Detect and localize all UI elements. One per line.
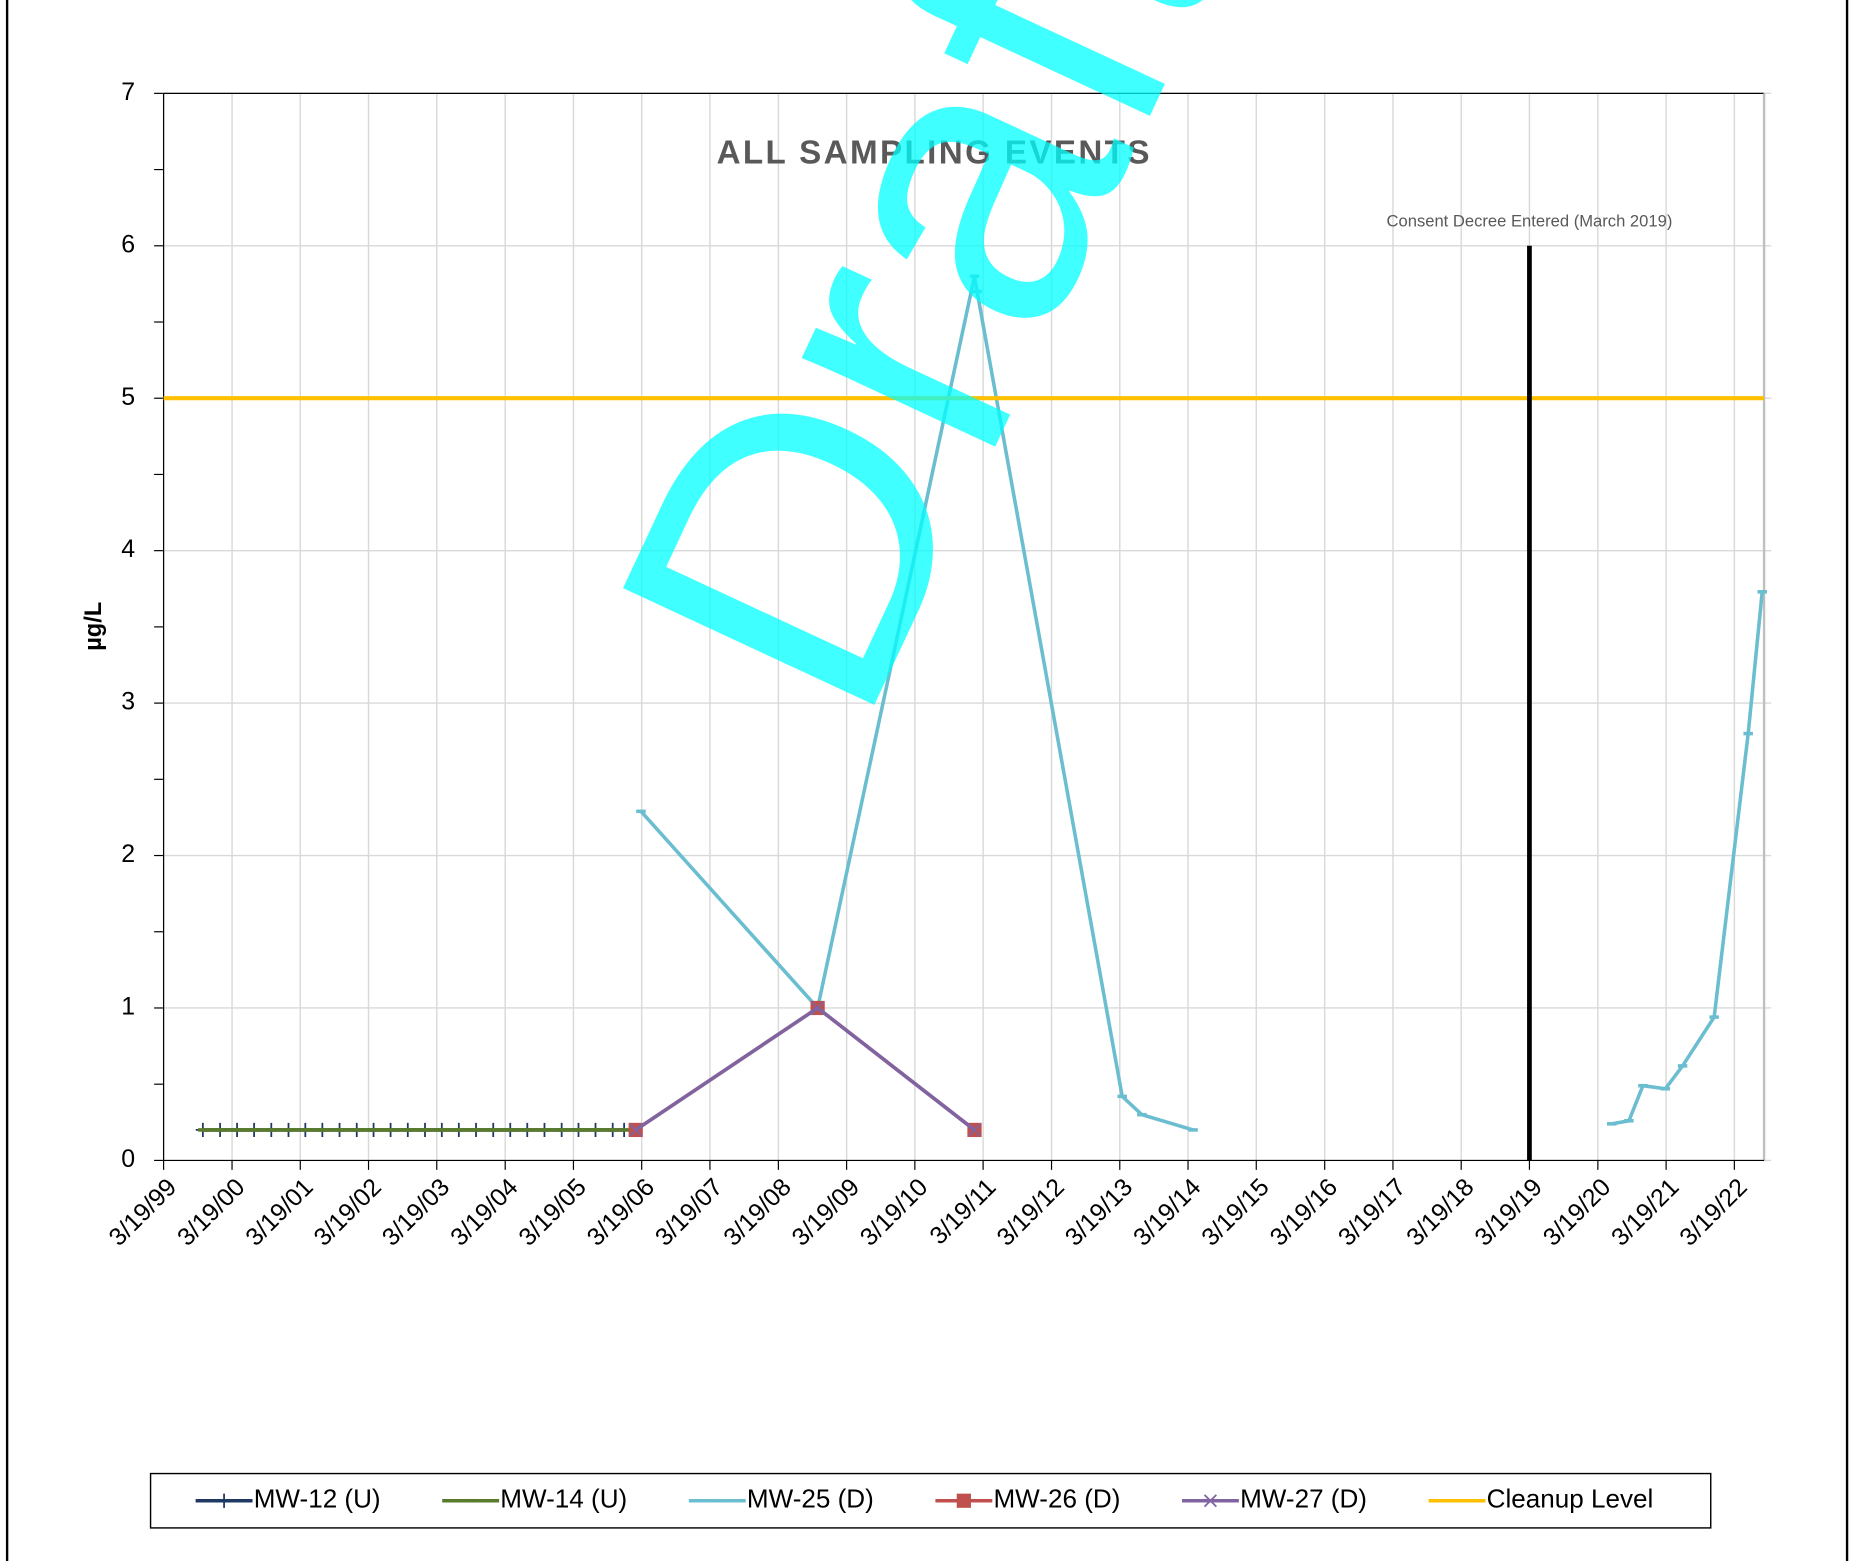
annotation-label: Consent Decree Entered (March 2019) (1387, 212, 1673, 231)
y-tick-label: 5 (121, 384, 135, 411)
data-point (967, 1123, 982, 1137)
plot: Consent Decree Entered (March 2019) (163, 212, 1767, 1161)
legend-label: MW-12 (U) (254, 1484, 381, 1514)
y-tick-label: 4 (121, 536, 135, 563)
legend-label: Cleanup Level (1487, 1484, 1654, 1514)
y-tick-label: 6 (121, 231, 135, 258)
chart-title: ALL SAMPLING EVENTS (717, 135, 1152, 172)
legend-label: MW-14 (U) (500, 1484, 627, 1514)
y-tick-label: 0 (121, 1146, 135, 1173)
legend-label: MW-26 (D) (993, 1484, 1120, 1514)
data-point (811, 1001, 825, 1015)
y-axis-label: µg/L (81, 602, 107, 651)
y-tick-label: 1 (121, 994, 135, 1021)
legend-marker (216, 1493, 232, 1508)
data-point (629, 1123, 643, 1137)
legend-items: MW-12 (U) MW-14 (U) MW-25 (D) MW-26 (D) MW-2… (195, 1484, 1654, 1514)
marker (811, 1001, 825, 1015)
legend-marker (956, 1493, 971, 1508)
legend-label: MW-27 (D) (1240, 1484, 1367, 1514)
frame (5, 0, 1849, 1561)
marker (629, 1123, 643, 1137)
y-tick-label: 3 (121, 689, 135, 716)
legend-marker (1203, 1494, 1217, 1508)
y-tick-label: 2 (121, 841, 135, 868)
marker (967, 1123, 982, 1137)
legend-label: MW-25 (D) (747, 1484, 874, 1514)
y-tick-label: 7 (121, 79, 135, 106)
